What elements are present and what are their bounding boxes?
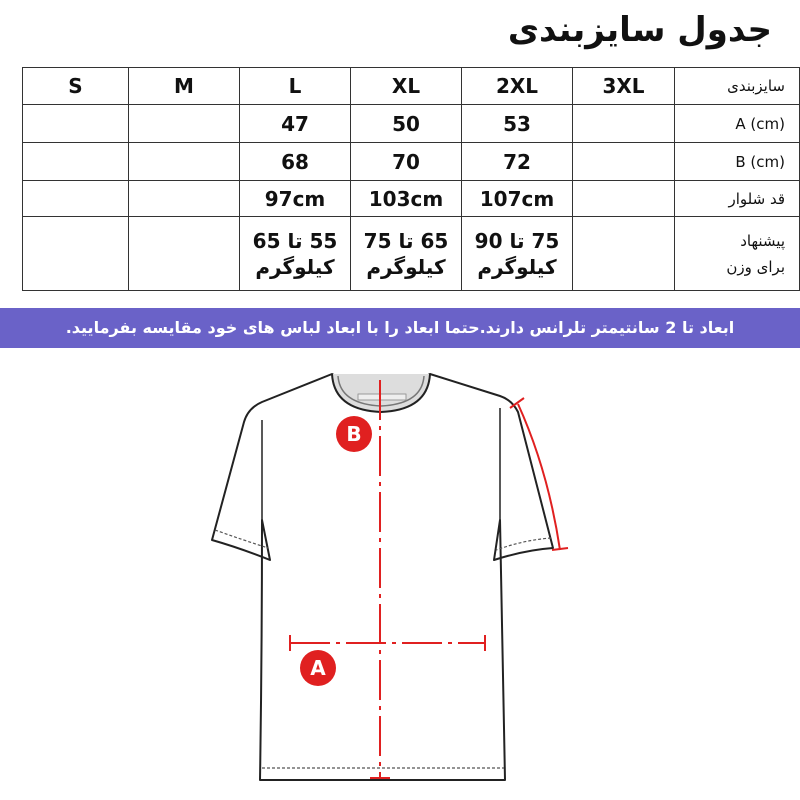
size-cell: 65 تا 75 کیلوگرم — [350, 216, 462, 291]
size-cell: 75 تا 90 کیلوگرم — [461, 216, 573, 291]
size-cell: 47 — [239, 104, 351, 143]
size-cell: 55 تا 65 کیلوگرم — [239, 216, 351, 291]
size-cell: 70 — [350, 142, 462, 181]
row-label: B (cm) — [674, 142, 800, 181]
size-header: 3XL — [572, 67, 675, 105]
size-cell — [572, 104, 675, 143]
size-cell — [128, 142, 240, 181]
size-header: M — [128, 67, 240, 105]
size-row: قد شلوار 107cm 103cm 97cm — [22, 180, 800, 217]
shirt-outline — [211, 373, 554, 781]
size-cell — [128, 180, 240, 217]
size-cell: 97cm — [239, 180, 351, 217]
size-cell: 53 — [461, 104, 573, 143]
size-cell — [22, 180, 129, 217]
size-cell: 107cm — [461, 180, 573, 217]
size-row: B (cm) 72 70 68 — [22, 142, 800, 181]
size-header: S — [22, 67, 129, 105]
cell-line: کیلوگرم — [477, 254, 557, 279]
marker-b-label: B — [346, 422, 361, 446]
cell-line: کیلوگرم — [255, 254, 335, 279]
size-cell: 68 — [239, 142, 351, 181]
cell-line: 55 تا 65 — [252, 228, 338, 253]
cell-line: کیلوگرم — [366, 254, 446, 279]
size-header: XL — [350, 67, 462, 105]
tolerance-note: ابعاد تا 2 سانتیمتر تلرانس دارند.حتما اب… — [0, 308, 800, 348]
size-cell — [572, 180, 675, 217]
row-label: سایزبندی — [674, 67, 800, 105]
size-row: A (cm) 53 50 47 — [22, 104, 800, 143]
cell-line: برای وزن — [726, 257, 785, 276]
size-cell — [128, 104, 240, 143]
size-cell — [22, 104, 129, 143]
measure-lines — [289, 380, 569, 779]
marker-b — [336, 416, 372, 452]
size-cell — [572, 142, 675, 181]
size-cell: 50 — [350, 104, 462, 143]
size-header: 2XL — [461, 67, 573, 105]
size-cell — [22, 216, 129, 291]
marker-a — [300, 650, 336, 686]
shirt-diagram: B A — [211, 373, 569, 781]
row-label: پیشنهاد برای وزن — [674, 216, 800, 291]
size-cell — [128, 216, 240, 291]
size-row: پیشنهاد برای وزن 75 تا 90 کیلوگرم 65 تا 75 کی… — [22, 216, 800, 291]
size-cell: 103cm — [350, 180, 462, 217]
size-table: سایزبندی 3XL 2XL XL L M S A (cm) 53 50 47 B (cm) 72 7… — [22, 67, 800, 291]
row-label: قد شلوار — [674, 180, 800, 217]
size-header: L — [239, 67, 351, 105]
title: جدول سایزبندی — [507, 10, 772, 50]
cell-line: 75 تا 90 — [474, 228, 560, 253]
size-cell — [22, 142, 129, 181]
marker-a-label: A — [310, 656, 326, 680]
cell-line: پیشنهاد — [740, 231, 785, 250]
size-cell: 72 — [461, 142, 573, 181]
cell-line: 65 تا 75 — [363, 228, 449, 253]
row-label: A (cm) — [674, 104, 800, 143]
size-cell — [572, 216, 675, 291]
header-row: سایزبندی 3XL 2XL XL L M S — [22, 67, 800, 105]
